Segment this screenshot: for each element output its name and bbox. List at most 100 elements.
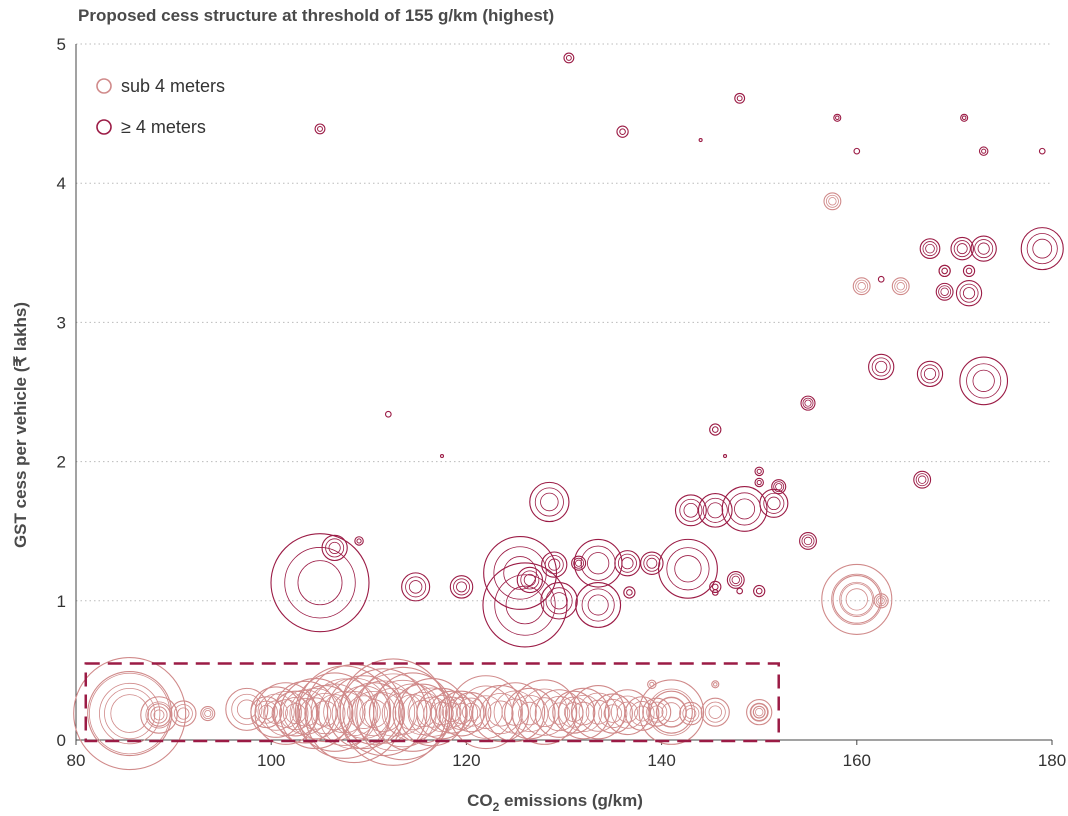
sub4-point-ring-53 <box>825 194 839 208</box>
ge4-point-ring-11 <box>573 557 585 569</box>
ge4-point-32 <box>709 423 722 436</box>
ge4-point-15 <box>640 551 664 575</box>
sub4-point-ring-38 <box>598 699 628 729</box>
sub4-point-ring2-19 <box>363 692 404 733</box>
ge4-point-23 <box>726 570 745 589</box>
ge4-point-9 <box>540 582 578 620</box>
sub4-point-43 <box>649 690 693 734</box>
sub4-point-ring-8 <box>257 693 295 731</box>
ge4-point-ring2-21 <box>767 496 781 511</box>
ge4-point-ring2-6 <box>523 573 536 586</box>
legend-label-ge4: ≥ 4 meters <box>121 117 206 137</box>
y-tick-label-1: 1 <box>57 592 66 611</box>
ge4-point-20 <box>721 485 768 532</box>
ge4-point-ring2-54 <box>962 287 976 300</box>
sub4-point-54 <box>852 277 871 296</box>
y-tick-label-2: 2 <box>57 453 66 472</box>
ge4-point-ring-0 <box>284 547 356 619</box>
sub4-point-ring-32 <box>511 695 549 733</box>
ge4-point-ring-9 <box>545 587 573 615</box>
sub4-point-ring2-54 <box>857 282 866 291</box>
ge4-point-50 <box>919 238 941 259</box>
ge4-point-19 <box>697 492 733 528</box>
ge4-point-ring2-13 <box>587 594 609 616</box>
ge4-point-ring-37 <box>565 54 572 61</box>
ge4-point-48 <box>913 470 932 489</box>
ge4-point-ring-43 <box>961 115 967 121</box>
y-tick-label-5: 5 <box>57 35 66 54</box>
ge4-point-ring2-4 <box>456 581 467 593</box>
ge4-point-2 <box>354 536 364 546</box>
ge4-point-ring-55 <box>965 267 973 275</box>
sub4-point-ring2-50 <box>840 583 873 616</box>
sub4-point-20 <box>339 658 447 766</box>
ge4-point-ring-13 <box>581 588 615 622</box>
ge4-point-21 <box>759 488 789 518</box>
sub4-point-ring2-17 <box>347 695 381 729</box>
sub4-point-ring2-18 <box>359 699 388 728</box>
ge4-point-10 <box>541 551 568 578</box>
x-tick-label-100: 100 <box>257 751 285 770</box>
ge4-point-54 <box>955 280 983 307</box>
ge4-point-45 <box>1038 147 1046 155</box>
sub4-point-ring-48 <box>649 681 655 687</box>
sub4-point-4 <box>170 700 197 727</box>
y-tick-label-3: 3 <box>57 313 66 332</box>
sub4-point-40 <box>624 696 660 731</box>
x-tick-label-180: 180 <box>1038 751 1066 770</box>
ge4-point-35 <box>439 453 445 459</box>
ge4-point-ring-6 <box>520 570 540 590</box>
sub4-point-ring2-26 <box>441 702 462 723</box>
sub4-point-ring-50 <box>831 573 883 626</box>
ge4-point-ring-16 <box>666 547 710 591</box>
ge4-point-38 <box>616 125 629 138</box>
x-tick-label-80: 80 <box>67 751 86 770</box>
ge4-point-ring-27 <box>756 479 762 486</box>
sub4-point-24 <box>398 678 467 747</box>
ge4-point-ring2-3 <box>408 580 423 594</box>
ge4-point-13 <box>575 582 622 628</box>
ge4-point-ring-15 <box>643 554 661 572</box>
ge4-point-ring-51 <box>938 285 952 299</box>
sub4-point-ring-31 <box>493 690 537 734</box>
ge4-point-ring2-29 <box>775 483 783 491</box>
sub4-point-ring-52 <box>875 595 887 607</box>
y-tick-label-4: 4 <box>57 174 66 193</box>
ge4-point-51 <box>935 282 954 301</box>
ge4-point-ring2-53 <box>956 243 968 255</box>
ge4-point-ring2-50 <box>925 243 935 254</box>
ge4-point-ring2-7 <box>503 556 537 590</box>
sub4-point-8 <box>250 686 302 738</box>
ge4-point-52 <box>938 264 951 278</box>
ge4-point-ring-40 <box>736 95 743 102</box>
sub4-point-9 <box>254 682 318 745</box>
sub4-point-42 <box>638 679 705 745</box>
y-axis-label: GST cess per vehicle (₹ lakhs) <box>11 302 30 548</box>
ge4-point-ring2-0 <box>297 560 343 606</box>
sub4-point-ring2-6 <box>236 699 257 720</box>
sub4-point-6 <box>225 687 269 731</box>
ge4-point-55 <box>962 264 976 278</box>
ge4-point-ring-20 <box>728 492 762 526</box>
legend-marker-sub4 <box>96 78 112 94</box>
ge4-point-ring2-15 <box>646 557 658 569</box>
ge4-point-14 <box>614 550 641 577</box>
sub4-point-36 <box>557 687 610 740</box>
sub4-point-55 <box>891 277 910 296</box>
ge4-point-24 <box>753 584 766 598</box>
ge4-point-56 <box>970 235 997 262</box>
ge4-point-ring2-51 <box>940 287 949 296</box>
sub4-point-ring-41 <box>646 701 668 723</box>
ge4-point-ring-24 <box>755 587 763 595</box>
ge4-point-5 <box>529 481 570 523</box>
sub4-point-ring2-55 <box>896 282 905 291</box>
sub4-point-ring-21 <box>369 679 437 748</box>
ge4-point-4 <box>449 575 474 599</box>
ge4-point-43 <box>960 113 969 122</box>
sub4-point-ring-3 <box>150 706 168 724</box>
x-tick-label-140: 140 <box>647 751 675 770</box>
ge4-point-26 <box>711 589 719 596</box>
sub4-point-ring-6 <box>231 693 263 725</box>
chart-title: Proposed cess structure at threshold of … <box>78 6 555 25</box>
sub4-point-ring2-34 <box>548 702 571 725</box>
